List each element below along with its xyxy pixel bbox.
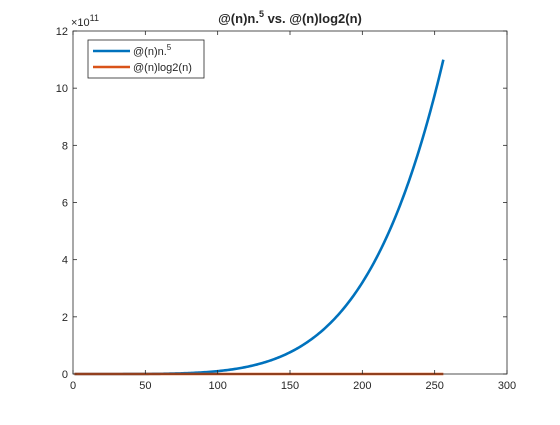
- y-multiplier-exp: 11: [90, 13, 99, 23]
- y-tick-label: 8: [62, 140, 68, 152]
- legend-label-series-1-main: @(n)n.: [133, 46, 167, 58]
- y-tick-label: 2: [62, 312, 68, 324]
- x-tick-label: 250: [425, 380, 443, 392]
- y-tick-label: 4: [62, 255, 68, 267]
- tick-layer: 0 50 100 150 200 250 300 0 2 4 6 8 10 12: [56, 26, 516, 392]
- y-tick-label: 10: [56, 83, 68, 95]
- chart-title-rest: vs. @(n)log2(n): [264, 11, 362, 26]
- y-axis-multiplier: ×1011: [71, 13, 99, 29]
- chart-title-sup: 5: [259, 9, 264, 19]
- y-multiplier-base: ×10: [71, 17, 90, 29]
- y-tick-label: 6: [62, 198, 68, 210]
- chart-title-main: @(n)n.: [218, 11, 259, 26]
- legend-label-series-1: @(n)n.5: [133, 43, 172, 58]
- x-tick-label: 150: [281, 380, 299, 392]
- x-tick-label: 300: [498, 380, 516, 392]
- legend-label-series-1-sup: 5: [167, 43, 172, 52]
- legend: @(n)n.5 @(n)log2(n): [87, 39, 205, 79]
- x-tick-label: 200: [353, 380, 371, 392]
- x-tick-label: 100: [208, 380, 226, 392]
- chart-title: @(n)n.5 vs. @(n)log2(n): [218, 9, 362, 26]
- plot-area: [73, 31, 507, 374]
- x-tick-label: 0: [70, 380, 76, 392]
- y-tick-label: 12: [56, 26, 68, 38]
- legend-label-series-2: @(n)log2(n): [133, 62, 192, 74]
- legend-box: [87, 39, 205, 79]
- x-tick-label: 50: [139, 380, 151, 392]
- y-tick-label: 0: [62, 369, 68, 381]
